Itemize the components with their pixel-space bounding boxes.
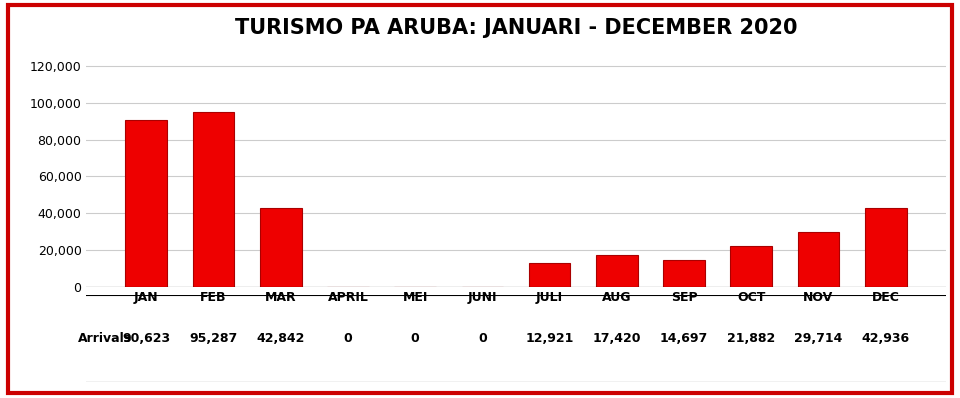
Text: 17,420: 17,420 <box>592 332 641 345</box>
Bar <box>663 259 705 287</box>
Bar <box>731 246 772 287</box>
Text: 29,714: 29,714 <box>794 332 843 345</box>
Text: 12,921: 12,921 <box>525 332 574 345</box>
Text: 42,842: 42,842 <box>256 332 305 345</box>
Text: Arrivals: Arrivals <box>78 332 132 345</box>
Bar <box>193 111 234 287</box>
Text: 42,936: 42,936 <box>862 332 910 345</box>
Text: 21,882: 21,882 <box>727 332 776 345</box>
Text: 95,287: 95,287 <box>189 332 238 345</box>
Bar <box>798 232 839 287</box>
Text: 0: 0 <box>478 332 487 345</box>
Text: 90,623: 90,623 <box>122 332 170 345</box>
Bar <box>865 208 906 287</box>
Bar <box>56 316 73 360</box>
Bar <box>260 208 301 287</box>
Title: TURISMO PA ARUBA: JANUARI - DECEMBER 2020: TURISMO PA ARUBA: JANUARI - DECEMBER 202… <box>235 18 797 38</box>
Bar <box>596 255 637 287</box>
Text: 14,697: 14,697 <box>660 332 708 345</box>
Bar <box>126 120 167 287</box>
Text: 0: 0 <box>344 332 352 345</box>
Bar <box>529 263 570 287</box>
Text: 0: 0 <box>411 332 420 345</box>
